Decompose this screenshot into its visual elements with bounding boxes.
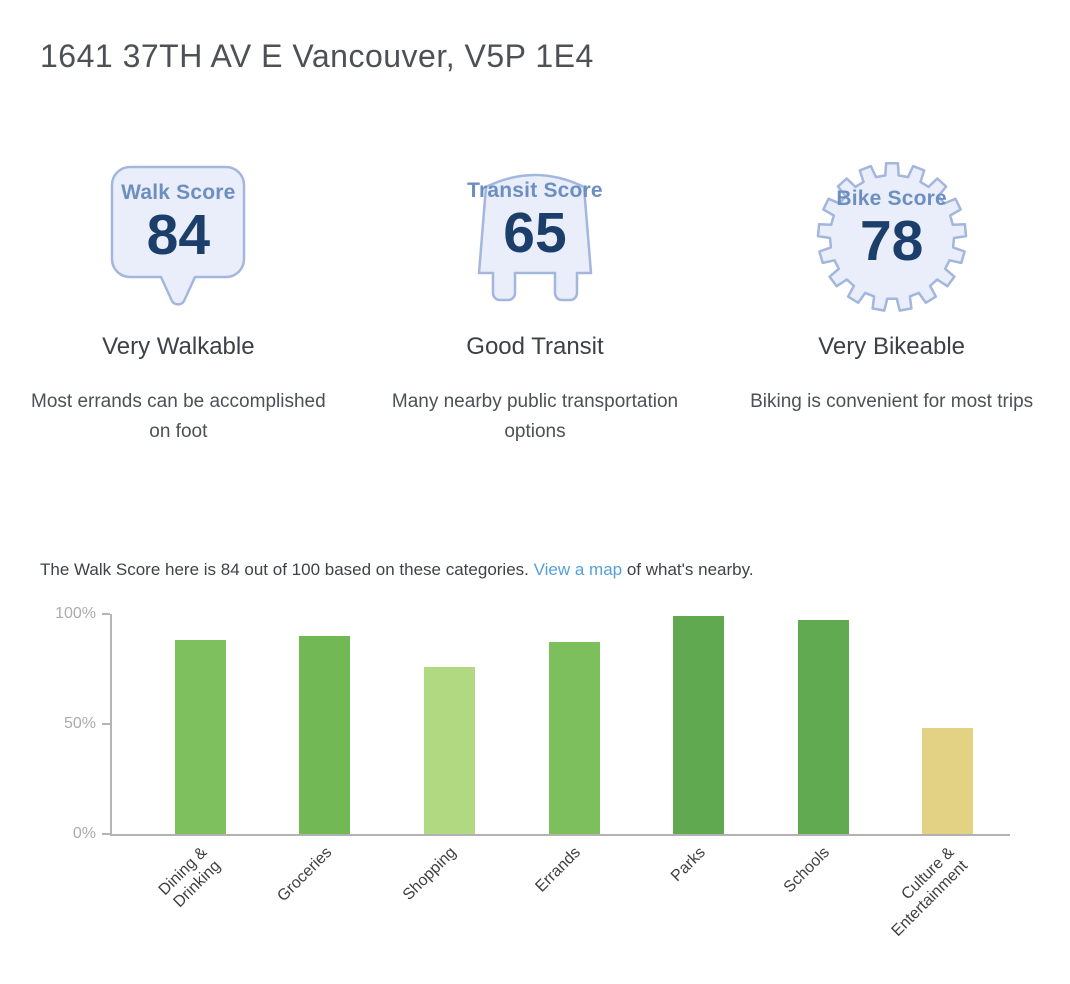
score-badges-row: Walk Score 84 Very Walkable Most errands…	[0, 155, 1070, 448]
x-tick-label: Errands	[532, 843, 585, 896]
bar-column: Parks	[636, 614, 761, 885]
x-tick-label: Parks	[667, 843, 709, 885]
walkscore-category-chart: 100% 50% 0% Dining & Drinking Groceries Sho…	[55, 605, 1010, 940]
x-tick-label: Groceries	[273, 843, 335, 905]
bus-icon	[477, 173, 593, 302]
x-tick-label: Dining & Drinking	[155, 843, 224, 911]
bike-rating-text: Very Bikeable	[818, 333, 966, 360]
walk-score-section: Walk Score 84 Very Walkable Most errands…	[0, 155, 357, 448]
chart-intro-text-after: of what's nearby.	[622, 559, 754, 579]
walk-score-value: 84	[146, 203, 211, 267]
chart-intro: The Walk Score here is 84 out of 100 bas…	[40, 560, 1070, 580]
bar-column: Groceries	[263, 614, 388, 905]
category-bar-culture-entertainment	[922, 728, 974, 834]
transit-rating-text: Good Transit	[466, 333, 604, 360]
transit-score-section: Transit Score 65 Good Transit Many nearb…	[357, 155, 714, 448]
bike-score-badge-label: Bike Score	[836, 187, 947, 210]
y-axis-tick	[102, 722, 110, 725]
category-bar-groceries	[299, 635, 351, 834]
bar-column: Dining & Drinking	[138, 614, 263, 911]
walk-score-badge: Walk Score 84	[98, 155, 258, 317]
x-tick-label: Schools	[780, 843, 834, 897]
transit-score-badge: Transit Score 65	[455, 155, 615, 317]
bike-score-value: 78	[859, 209, 924, 273]
bike-description-text: Biking is convenient for most trips	[750, 391, 1034, 412]
y-axis-tick	[102, 612, 110, 615]
plot-area: Dining & Drinking Groceries Shopping Errands…	[112, 614, 1010, 940]
bar-column: Schools	[761, 614, 886, 896]
transit-score-badge-label: Transit Score	[467, 179, 603, 202]
bar-column: Shopping	[387, 614, 512, 904]
y-axis-label-50: 50%	[63, 714, 96, 732]
x-tick-label: Shopping	[399, 843, 460, 904]
bar-column: Culture & Entertainment	[885, 614, 1010, 940]
bike-score-section: Bike Score 78 Very Bikeable Biking is co…	[713, 155, 1070, 448]
category-bar-shopping	[423, 666, 475, 834]
chart-plot: 100% 50% 0% Dining & Drinking Groceries Sho…	[55, 605, 1010, 940]
gear-icon	[816, 161, 967, 312]
transit-description-text: Many nearby public transportation option…	[391, 391, 679, 443]
walk-score-badge-label: Walk Score	[121, 181, 236, 204]
category-bar-dining-drinking	[174, 640, 226, 834]
category-bar-schools	[797, 620, 849, 834]
speech-bubble-icon	[111, 165, 246, 306]
y-axis-tick	[102, 832, 110, 835]
y-axis-label-0: 0%	[72, 824, 96, 842]
chart-intro-text-before: The Walk Score here is 84 out of 100 bas…	[40, 559, 534, 579]
category-bar-parks	[673, 615, 725, 834]
bar-column: Errands	[512, 614, 637, 895]
category-bar-errands	[548, 642, 600, 834]
page-title: 1641 37TH AV E Vancouver, V5P 1E4	[40, 38, 594, 74]
transit-score-value: 65	[503, 201, 567, 265]
bike-score-badge: Bike Score 78	[812, 155, 972, 317]
y-axis-label-100: 100%	[55, 604, 96, 622]
walk-rating-text: Very Walkable	[102, 333, 255, 360]
x-tick-label: Culture & Entertainment	[888, 843, 972, 940]
walk-description-text: Most errands can be accomplished on foot	[31, 391, 326, 443]
view-map-link[interactable]: View a map	[533, 559, 623, 579]
